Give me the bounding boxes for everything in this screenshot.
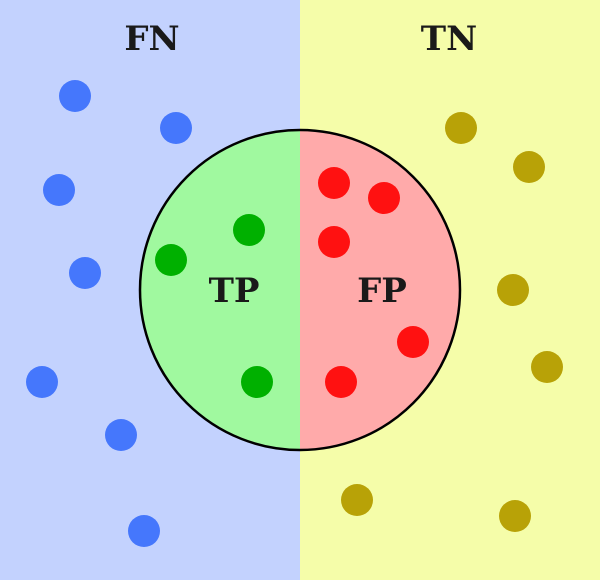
fn-point (59, 80, 91, 112)
tn-point (341, 484, 373, 516)
tp-point (155, 244, 187, 276)
tp-label: TP (209, 271, 260, 311)
fn-label: FN (124, 19, 179, 59)
fn-point (160, 112, 192, 144)
tp-point (241, 366, 273, 398)
fn-point (105, 419, 137, 451)
tn-point (531, 351, 563, 383)
fn-point (26, 366, 58, 398)
tn-point (497, 274, 529, 306)
fp-points (318, 167, 429, 398)
tp-point (233, 214, 265, 246)
tp-points (155, 214, 273, 398)
tn-point (499, 500, 531, 532)
selected-elements-circle (138, 128, 462, 452)
fp-point (318, 167, 350, 199)
fn-point (43, 174, 75, 206)
fp-point (318, 226, 350, 258)
tn-label: TN (421, 19, 477, 59)
fp-point (368, 182, 400, 214)
fp-point (325, 366, 357, 398)
tn-point (513, 151, 545, 183)
tn-point (445, 112, 477, 144)
tn-points (341, 112, 563, 532)
fn-point (128, 515, 160, 547)
fp-label: FP (357, 271, 407, 311)
fp-point (397, 326, 429, 358)
fn-points (26, 80, 192, 547)
fn-point (69, 257, 101, 289)
